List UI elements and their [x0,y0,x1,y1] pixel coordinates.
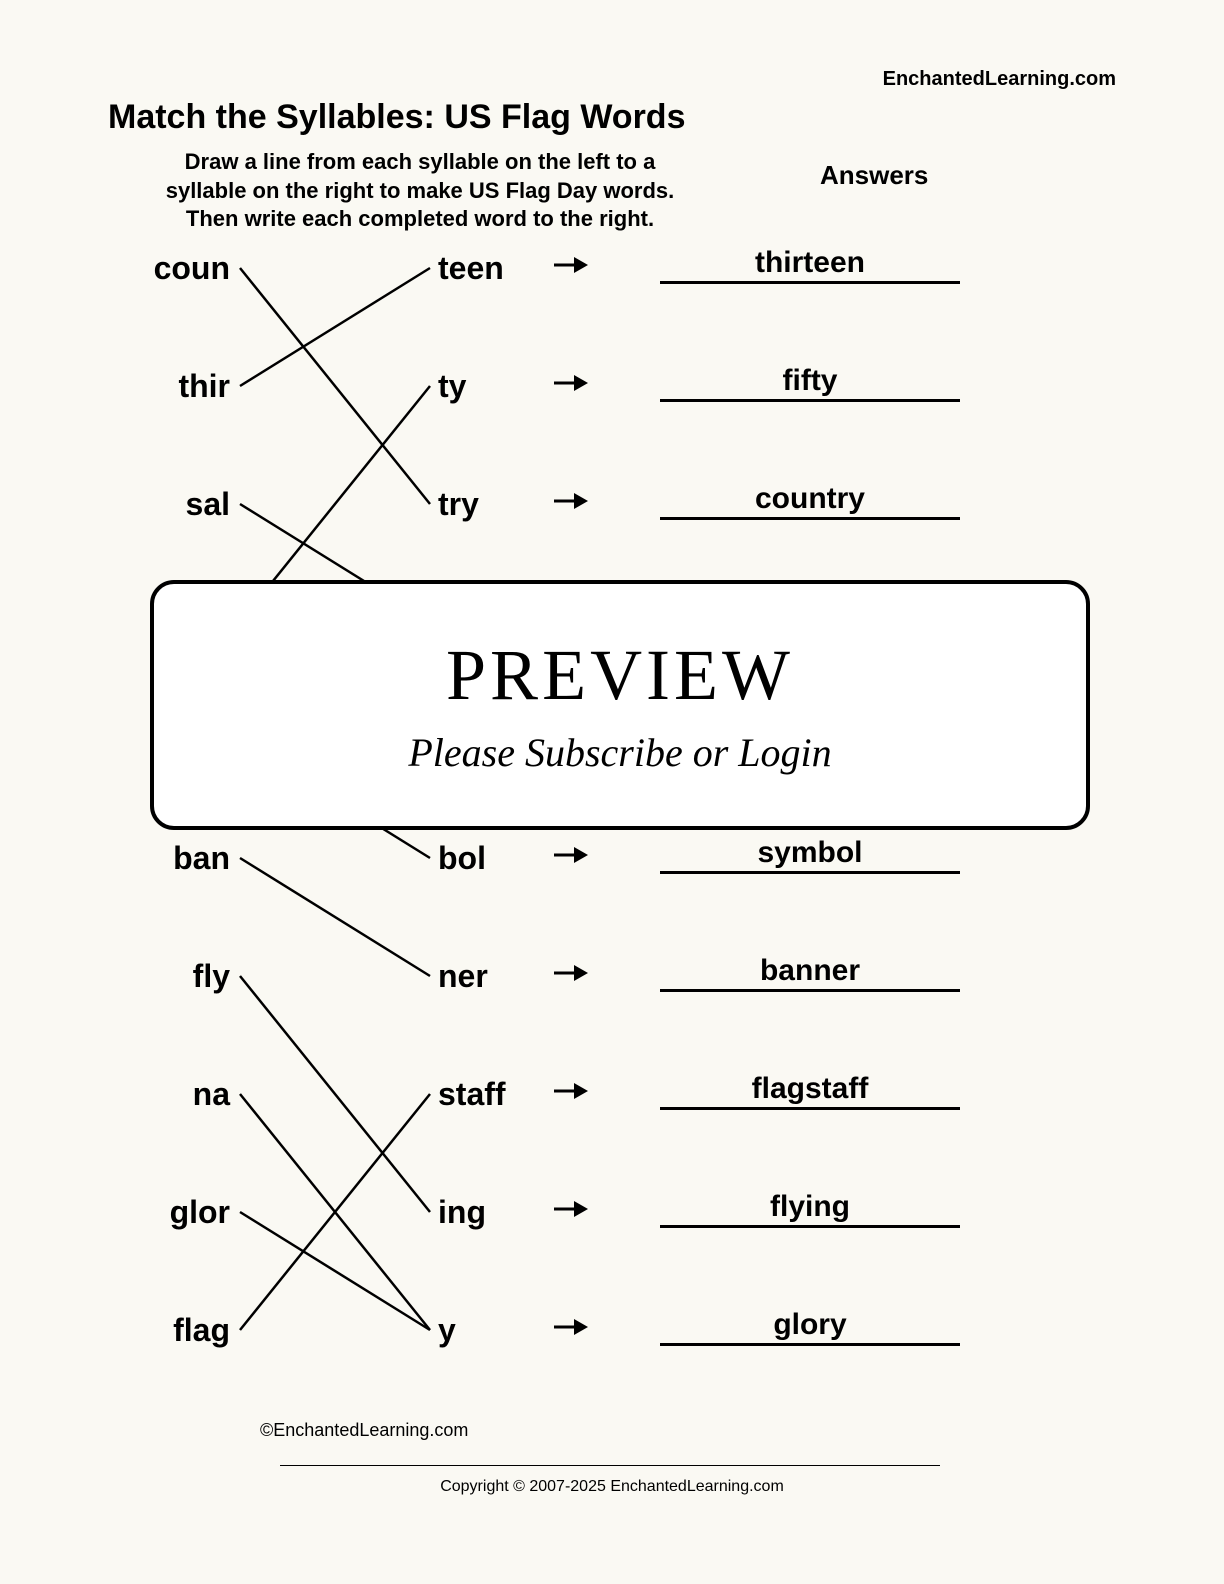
answer-blank: glory [660,1310,960,1346]
preview-subtitle: Please Subscribe or Login [154,729,1086,776]
answer-blank: fifty [660,366,960,402]
arrow-icon [552,252,588,284]
syllable-right: staff [438,1076,506,1113]
syllable-right: try [438,486,479,523]
answer-blank: country [660,484,960,520]
answer-text: country [755,482,865,515]
answer-text: banner [760,954,860,987]
arrow-icon [552,370,588,402]
arrow-icon [552,488,588,520]
syllable-left: glor [110,1194,230,1231]
answer-text: flagstaff [752,1072,869,1105]
worksheet-page: EnchantedLearning.com Match the Syllable… [0,0,1224,1584]
copyright-text: Copyright © 2007-2025 EnchantedLearning.… [0,1478,1224,1496]
syllable-left: na [110,1076,230,1113]
arrow-icon [552,1078,588,1110]
arrow-icon [552,1196,588,1228]
answer-text: flying [770,1190,850,1223]
answer-text: fifty [783,364,838,397]
arrow-icon [552,842,588,874]
answer-text: thirteen [755,246,865,279]
syllable-left: sal [110,486,230,523]
syllable-right: ty [438,368,466,405]
syllable-left: coun [110,250,230,287]
answers-header: Answers [820,160,928,191]
arrow-icon [552,960,588,992]
answer-blank: flying [660,1192,960,1228]
attribution-bottom: ©EnchantedLearning.com [260,1420,468,1441]
answer-blank: symbol [660,838,960,874]
syllable-right: teen [438,250,504,287]
answer-blank: flagstaff [660,1074,960,1110]
syllable-right: bol [438,840,486,877]
page-title: Match the Syllables: US Flag Words [108,98,686,137]
divider [280,1465,940,1466]
syllable-right: y [438,1312,456,1349]
preview-overlay: PREVIEW Please Subscribe or Login [150,580,1090,830]
answer-blank: banner [660,956,960,992]
syllable-right: ing [438,1194,486,1231]
answer-text: glory [773,1308,846,1341]
instructions-text: Draw a line from each syllable on the le… [150,148,690,234]
answer-blank: thirteen [660,248,960,284]
preview-title: PREVIEW [154,634,1086,717]
syllable-right: ner [438,958,488,995]
answer-text: symbol [757,836,862,869]
attribution-top: EnchantedLearning.com [883,68,1116,91]
syllable-left: fly [110,958,230,995]
syllable-left: ban [110,840,230,877]
arrow-icon [552,1314,588,1346]
syllable-left: thir [110,368,230,405]
syllable-left: flag [110,1312,230,1349]
